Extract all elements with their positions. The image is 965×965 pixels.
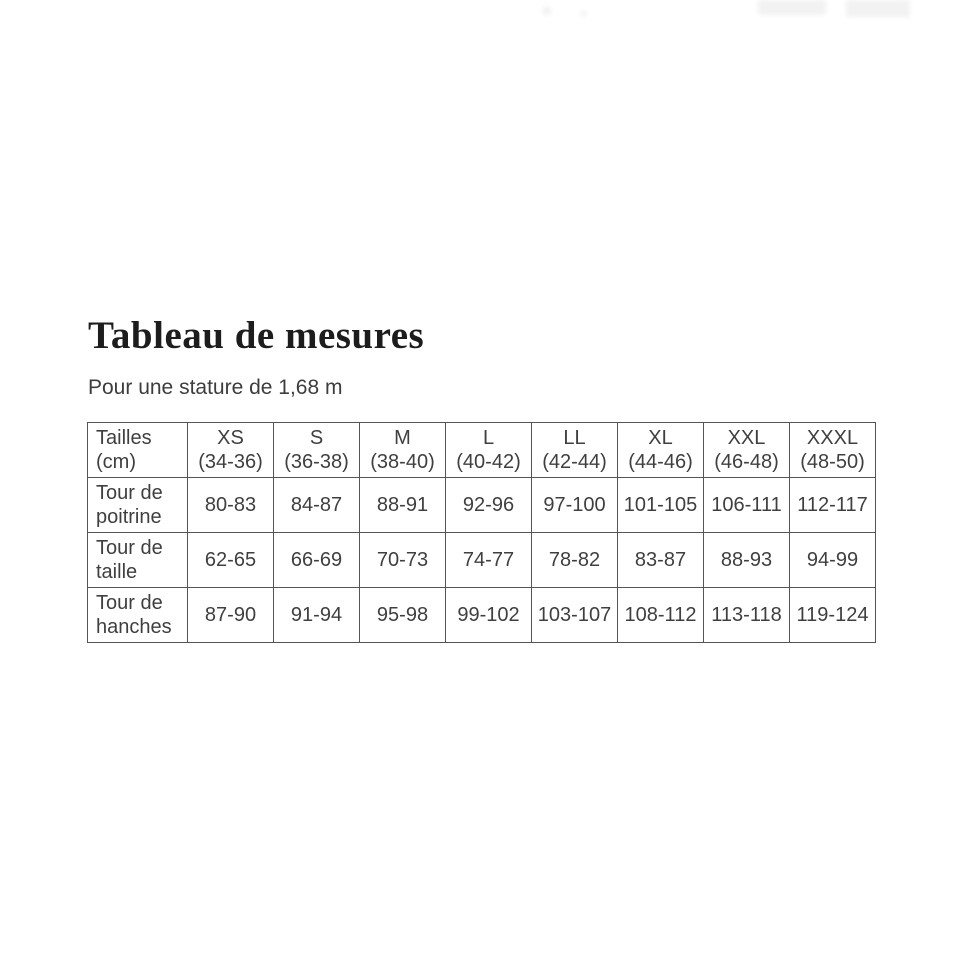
row-label-line: hanches <box>96 616 172 638</box>
value-cell: 101-105 <box>617 477 704 533</box>
table-header-row: Tailles (cm) XS (34-36) S (36-38) M (38-… <box>87 422 876 478</box>
size-label: L <box>482 427 495 449</box>
page-title: Tableau de mesures <box>88 314 425 357</box>
header-cell-ll: LL (42-44) <box>531 422 618 478</box>
measurements-table: Tailles (cm) XS (34-36) S (36-38) M (38-… <box>87 422 876 643</box>
top-edge-artifact <box>758 0 826 15</box>
value-cell: 97-100 <box>531 477 618 533</box>
header-sub: (cm) <box>96 451 136 473</box>
size-range: (46-48) <box>714 451 779 473</box>
size-label: M <box>394 427 411 449</box>
value-cell: 70-73 <box>359 532 446 588</box>
size-range: (36-38) <box>284 451 349 473</box>
value-cell: 92-96 <box>445 477 532 533</box>
header-label: Tailles <box>96 427 152 449</box>
header-cell-l: L (40-42) <box>445 422 532 478</box>
value-cell: 83-87 <box>617 532 704 588</box>
size-range: (42-44) <box>542 451 607 473</box>
value-cell: 78-82 <box>531 532 618 588</box>
row-label-hanches: Tour de hanches <box>87 587 188 643</box>
size-range: (34-36) <box>198 451 263 473</box>
value-cell: 95-98 <box>359 587 446 643</box>
size-range: (44-46) <box>628 451 693 473</box>
row-label-poitrine: Tour de poitrine <box>87 477 188 533</box>
value-cell: 62-65 <box>187 532 274 588</box>
top-edge-artifact <box>581 11 586 17</box>
size-label: S <box>309 427 324 449</box>
size-range: (40-42) <box>456 451 521 473</box>
size-label: XXXL <box>806 427 859 449</box>
size-range: (38-40) <box>370 451 435 473</box>
value-cell: 103-107 <box>531 587 618 643</box>
table-row-taille: Tour de taille 62-65 66-69 70-73 74-77 7… <box>87 532 876 588</box>
row-label-taille: Tour de taille <box>87 532 188 588</box>
row-label-line: Tour de <box>96 592 163 614</box>
value-cell: 94-99 <box>789 532 876 588</box>
value-cell: 91-94 <box>273 587 360 643</box>
page-subtitle: Pour une stature de 1,68 m <box>88 376 343 399</box>
value-cell: 99-102 <box>445 587 532 643</box>
header-cell-m: M (38-40) <box>359 422 446 478</box>
value-cell: 119-124 <box>789 587 876 643</box>
row-label-line: taille <box>96 561 138 583</box>
row-label-line: Tour de <box>96 482 163 504</box>
row-label-line: Tour de <box>96 537 163 559</box>
size-label: XXL <box>727 427 766 449</box>
top-edge-artifact <box>846 0 910 17</box>
header-cell-xxxl: XXXL (48-50) <box>789 422 876 478</box>
header-cell-xl: XL (44-46) <box>617 422 704 478</box>
size-label: LL <box>563 427 586 449</box>
header-cell-xs: XS (34-36) <box>187 422 274 478</box>
value-cell: 80-83 <box>187 477 274 533</box>
value-cell: 112-117 <box>789 477 876 533</box>
value-cell: 88-91 <box>359 477 446 533</box>
table-row-hanches: Tour de hanches 87-90 91-94 95-98 99-102… <box>87 587 876 643</box>
value-cell: 84-87 <box>273 477 360 533</box>
size-range: (48-50) <box>800 451 865 473</box>
value-cell: 88-93 <box>703 532 790 588</box>
header-cell-tailles: Tailles (cm) <box>87 422 188 478</box>
top-edge-artifact <box>543 7 551 15</box>
size-label: XL <box>648 427 673 449</box>
table-row-poitrine: Tour de poitrine 80-83 84-87 88-91 92-96… <box>87 477 876 533</box>
header-cell-s: S (36-38) <box>273 422 360 478</box>
value-cell: 108-112 <box>617 587 704 643</box>
size-label: XS <box>217 427 244 449</box>
value-cell: 74-77 <box>445 532 532 588</box>
value-cell: 87-90 <box>187 587 274 643</box>
value-cell: 66-69 <box>273 532 360 588</box>
header-cell-xxl: XXL (46-48) <box>703 422 790 478</box>
value-cell: 113-118 <box>703 587 790 643</box>
value-cell: 106-111 <box>703 477 790 533</box>
row-label-line: poitrine <box>96 506 162 528</box>
